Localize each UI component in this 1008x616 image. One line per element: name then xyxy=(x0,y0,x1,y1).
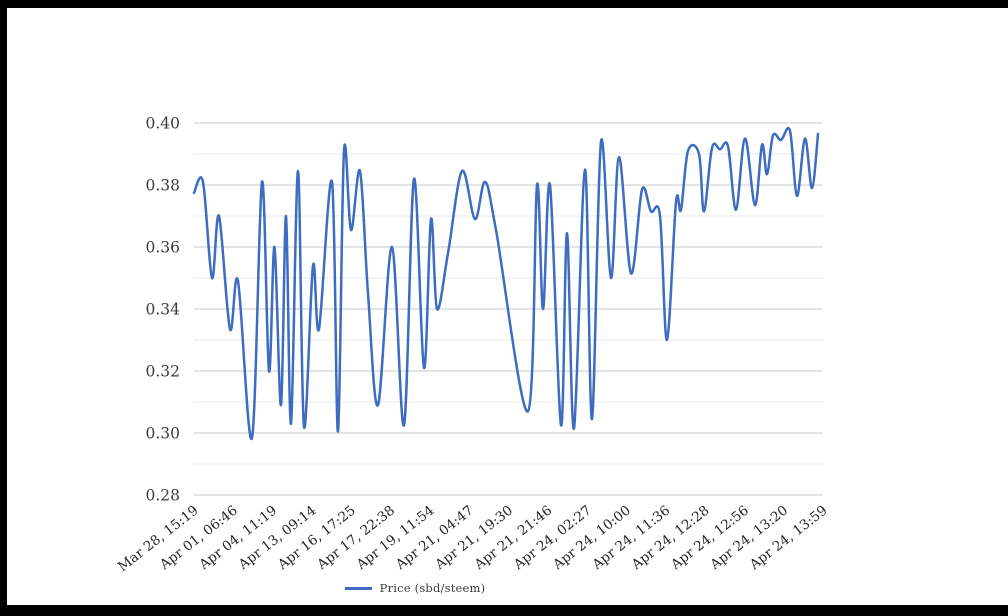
y-axis-tick-label: 0.32 xyxy=(145,363,180,381)
y-axis-tick-label: 0.30 xyxy=(145,425,180,443)
y-axis-tick-label: 0.36 xyxy=(145,239,180,257)
chart-legend: Price (sbd/steem) xyxy=(7,581,823,595)
y-axis-tick-label: 0.38 xyxy=(145,177,180,195)
chart-canvas: 0.40 0.38 0.36 0.34 0.32 0.30 0.28 Mar 28, 15:1… xyxy=(7,8,1008,605)
legend-line-swatch xyxy=(344,586,372,590)
legend-label: Price (sbd/steem) xyxy=(379,581,486,595)
y-axis-tick-label: 0.34 xyxy=(145,301,180,319)
price-series-line xyxy=(192,126,820,440)
y-axis-tick-label: 0.28 xyxy=(145,487,180,505)
y-axis-tick-label: 0.40 xyxy=(145,115,180,133)
